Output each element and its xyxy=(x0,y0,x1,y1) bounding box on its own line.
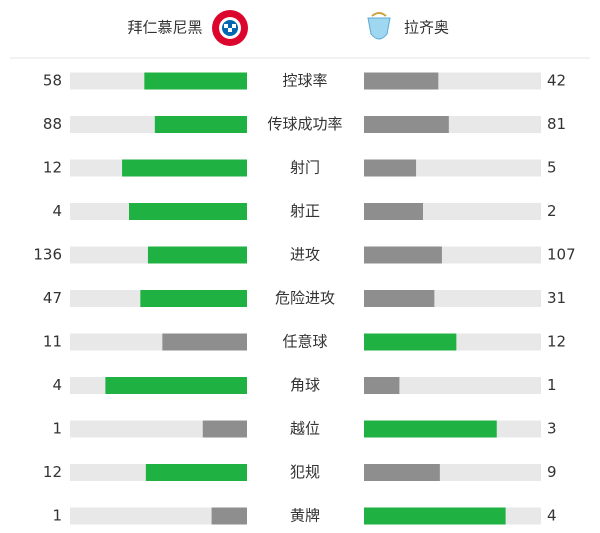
stat-label: 控球率 xyxy=(282,72,327,90)
away-bar xyxy=(364,246,442,264)
home-bar xyxy=(144,72,247,90)
away-bar xyxy=(364,377,400,394)
home-bar xyxy=(202,420,247,438)
away-value: 31 xyxy=(547,289,566,307)
stat-label: 角球 xyxy=(290,376,320,394)
away-logo xyxy=(367,12,391,40)
home-bar xyxy=(129,203,247,220)
away-value: 9 xyxy=(547,463,557,481)
away-bar xyxy=(364,464,440,481)
home-value: 58 xyxy=(43,72,62,90)
away-bar xyxy=(364,159,417,177)
home-team: 拜仁慕尼黑 xyxy=(127,19,202,37)
away-value: 1 xyxy=(547,376,557,394)
away-bar xyxy=(364,203,423,220)
away-value: 2 xyxy=(547,202,557,220)
home-value: 12 xyxy=(43,159,62,177)
away-bar xyxy=(364,507,506,525)
home-bar xyxy=(162,333,247,351)
away-bar xyxy=(364,116,449,133)
away-bar xyxy=(364,420,497,438)
away-value: 107 xyxy=(547,246,576,264)
home-bar xyxy=(147,246,247,264)
away-bar xyxy=(364,333,457,351)
away-value: 42 xyxy=(547,72,566,90)
away-value: 4 xyxy=(547,507,557,525)
home-value: 4 xyxy=(52,376,62,394)
stat-label: 越位 xyxy=(290,420,320,438)
stat-label: 射正 xyxy=(290,202,320,220)
home-value: 136 xyxy=(33,246,62,264)
home-bar xyxy=(211,507,247,525)
home-bar xyxy=(122,159,247,177)
home-value: 47 xyxy=(43,289,62,307)
stat-label: 黄牌 xyxy=(290,507,320,525)
away-team: 拉齐奥 xyxy=(404,19,449,37)
home-logo xyxy=(212,10,248,46)
stat-label: 射门 xyxy=(290,159,320,177)
home-value: 4 xyxy=(52,202,62,220)
away-value: 3 xyxy=(547,420,557,438)
home-bar xyxy=(140,290,247,307)
away-bar xyxy=(364,72,439,90)
home-bar xyxy=(145,464,247,481)
home-value: 11 xyxy=(43,333,62,351)
home-value: 12 xyxy=(43,463,62,481)
home-value: 88 xyxy=(43,115,62,133)
stat-label: 危险进攻 xyxy=(275,289,335,307)
home-value: 1 xyxy=(52,507,62,525)
track xyxy=(364,377,541,394)
home-value: 1 xyxy=(52,420,62,438)
home-bar xyxy=(105,377,248,394)
stat-label: 传球成功率 xyxy=(267,115,342,133)
away-value: 12 xyxy=(547,333,566,351)
away-bar xyxy=(364,290,435,307)
stat-label: 进攻 xyxy=(290,246,320,264)
home-bar xyxy=(154,116,247,133)
away-value: 5 xyxy=(547,159,557,177)
track xyxy=(70,507,247,525)
stat-label: 任意球 xyxy=(282,333,327,351)
away-value: 81 xyxy=(547,115,566,133)
stat-label: 犯规 xyxy=(290,463,320,481)
